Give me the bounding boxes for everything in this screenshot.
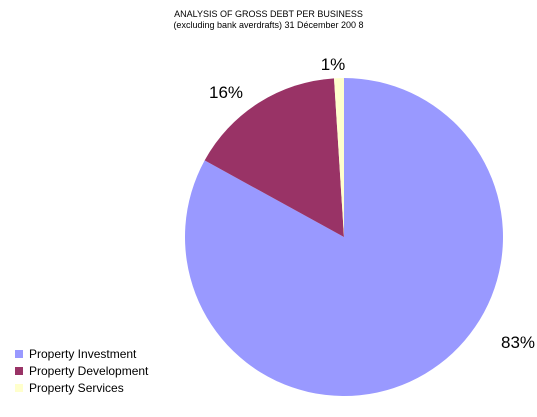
legend-item-property-development: Property Development bbox=[15, 363, 148, 379]
pie-slice-property-services bbox=[334, 78, 344, 237]
data-label-property-development: 16% bbox=[209, 83, 243, 102]
chart-title-line-1: ANALYSIS OF GROSS DEBT PER BUSINESS bbox=[174, 9, 363, 19]
pie-slice-property-development bbox=[204, 78, 344, 237]
legend-label: Property Development bbox=[29, 364, 149, 378]
legend-swatch bbox=[15, 384, 23, 392]
chart-legend: Property Investment Property Development P… bbox=[15, 346, 148, 397]
legend-item-property-investment: Property Investment bbox=[15, 346, 148, 362]
pie-slice-property-investment bbox=[184, 78, 503, 397]
data-label-property-investment: 83% bbox=[501, 333, 535, 352]
data-label-property-services: 1% bbox=[321, 55, 346, 74]
legend-label: Property Investment bbox=[29, 347, 137, 361]
chart-title: ANALYSIS OF GROSS DEBT PER BUSINESS (exc… bbox=[0, 9, 537, 31]
legend-label: Property Services bbox=[29, 381, 124, 395]
chart-title-line-2: (excluding bank averdrafts) 31 Décember … bbox=[173, 20, 364, 30]
legend-item-property-services: Property Services bbox=[15, 380, 148, 396]
legend-swatch bbox=[15, 367, 23, 375]
legend-swatch bbox=[15, 350, 23, 358]
